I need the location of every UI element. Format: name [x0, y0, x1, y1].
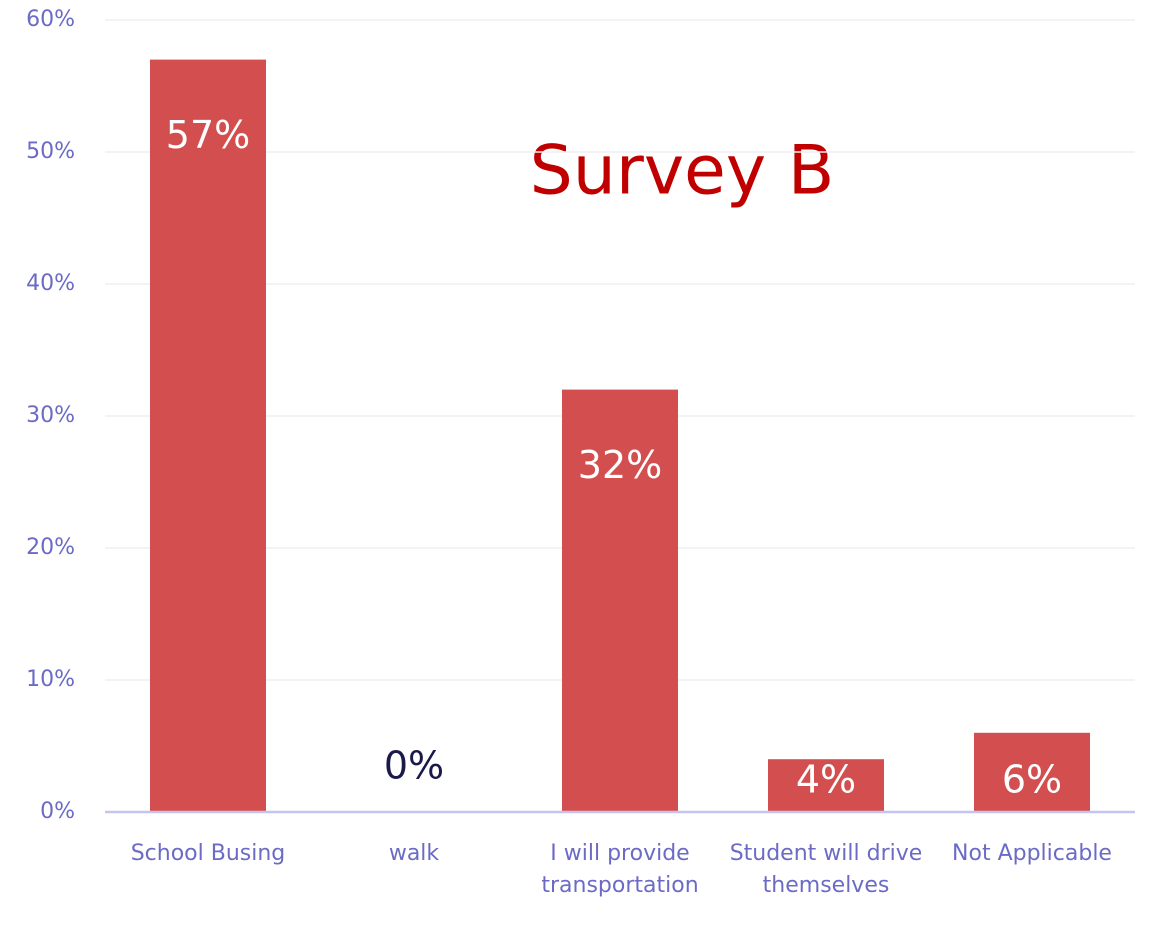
bar — [150, 59, 266, 813]
y-tick-label: 30% — [26, 403, 75, 428]
bar — [768, 759, 884, 812]
data-label: 0% — [384, 744, 444, 788]
x-tick-label: Student will drive themselves — [729, 841, 923, 898]
y-tick-label: 20% — [26, 535, 75, 560]
x-tick-label: walk — [388, 841, 440, 866]
y-tick-label: 40% — [26, 271, 75, 296]
data-label: 6% — [1002, 758, 1062, 802]
bar — [562, 389, 678, 812]
chart-title: Survey B — [530, 132, 835, 211]
y-tick-label: 50% — [26, 139, 75, 164]
y-tick-label: 0% — [40, 799, 75, 824]
data-label: 4% — [796, 758, 856, 802]
bar — [974, 732, 1090, 812]
data-label: 32% — [578, 443, 662, 487]
x-tick-label: Not Applicable — [952, 841, 1112, 866]
y-tick-label: 60% — [26, 7, 75, 32]
data-label: 57% — [166, 113, 250, 157]
x-tick-label: I will provide transportation — [541, 841, 699, 898]
y-tick-label: 10% — [26, 667, 75, 692]
x-tick-label: School Busing — [130, 841, 286, 866]
